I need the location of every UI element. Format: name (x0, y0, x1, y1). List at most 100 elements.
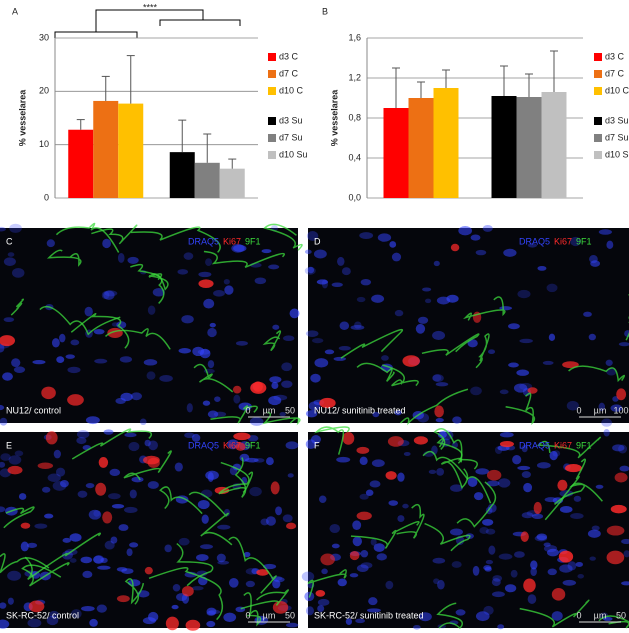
nucleus (371, 294, 385, 303)
nucleus (67, 366, 81, 374)
nucleus (432, 330, 446, 340)
vessel (519, 599, 590, 628)
nucleus (214, 396, 221, 403)
error-bar (101, 75, 110, 101)
nucleus (85, 482, 95, 489)
legend-swatch (594, 70, 602, 78)
nucleus (93, 510, 101, 517)
proliferating-cell (349, 550, 360, 561)
nucleus (209, 322, 216, 328)
nucleus (208, 609, 221, 615)
nucleus (119, 356, 133, 363)
nucleus (139, 418, 147, 426)
nucleus (482, 518, 494, 526)
panel-label: C (6, 236, 13, 246)
proliferating-cell (270, 481, 280, 495)
nucleus (201, 514, 209, 524)
nucleus (517, 289, 531, 299)
caption: SK-RC-52/ control (6, 610, 79, 620)
nucleus (96, 604, 107, 613)
nucleus (94, 358, 108, 364)
vessel (436, 602, 464, 630)
nucleus (587, 529, 601, 538)
nucleus (483, 565, 492, 571)
vessel (440, 457, 469, 490)
vessel (475, 333, 490, 369)
nucleus (12, 267, 25, 278)
nucleus (598, 229, 613, 235)
nucleus (301, 571, 315, 582)
vessel (421, 333, 480, 356)
nucleus (331, 282, 343, 287)
nucleus (473, 492, 484, 501)
nucleus (126, 548, 133, 557)
proliferating-cell (198, 279, 214, 288)
nucleus (232, 463, 242, 471)
nucleus (197, 499, 210, 510)
legend-label: d3 Su (279, 115, 303, 125)
bar (541, 92, 567, 198)
proliferating-cell (565, 464, 583, 473)
proliferating-cell (7, 465, 23, 475)
nucleus (512, 455, 522, 465)
nucleus (575, 561, 583, 567)
nucleus (104, 290, 118, 297)
legend-swatch (594, 117, 602, 125)
legend-label: d10 Su (605, 149, 629, 159)
error-bar (500, 65, 508, 96)
vessel (243, 592, 262, 627)
legend-label: d10 C (605, 85, 629, 95)
nucleus (452, 416, 462, 424)
legend-swatch (268, 117, 276, 125)
nucleus (577, 573, 585, 579)
bar (219, 168, 245, 198)
proliferating-cell (232, 385, 242, 394)
nucleus (273, 394, 288, 401)
nucleus (260, 518, 269, 526)
proliferating-cell (181, 586, 194, 597)
proliferating-cell (385, 471, 397, 480)
bar (408, 98, 434, 198)
nucleus (543, 545, 558, 553)
nucleus (365, 489, 374, 496)
vessel (21, 562, 70, 587)
nucleus (131, 476, 144, 483)
nucleus (497, 624, 505, 630)
nucleus (521, 512, 534, 519)
nucleus (513, 383, 528, 393)
vessel (396, 503, 425, 539)
proliferating-cell (499, 440, 514, 448)
nucleus (311, 337, 324, 344)
micrograph-background (308, 228, 629, 423)
stain-label: DRAQ5 (188, 236, 219, 246)
nucleus (55, 467, 66, 477)
nucleus (46, 615, 59, 626)
nucleus (397, 515, 405, 522)
legend-label: d10 Su (279, 149, 308, 159)
nucleus (76, 436, 87, 445)
nucleus (129, 489, 137, 499)
proliferating-cell (144, 566, 153, 575)
nucleus (0, 506, 6, 513)
nucleus (436, 296, 451, 305)
vessel (3, 506, 35, 529)
vessel (544, 458, 587, 521)
vessel (382, 364, 419, 387)
bar (194, 162, 220, 198)
nucleus (245, 568, 259, 575)
nucleus (485, 528, 496, 535)
error-bar (442, 69, 450, 88)
nucleus (0, 619, 10, 629)
nucleus (381, 355, 389, 361)
nucleus (527, 243, 538, 248)
nucleus (492, 575, 503, 582)
nucleus (433, 260, 440, 267)
nucleus (356, 296, 366, 303)
nucleus (118, 524, 129, 531)
nucleus (547, 568, 557, 576)
nucleus (144, 439, 151, 447)
bracket-left (54, 31, 138, 38)
y-tick-label: 10 (39, 139, 49, 149)
proliferating-cell (252, 381, 263, 392)
nucleus (88, 509, 102, 520)
